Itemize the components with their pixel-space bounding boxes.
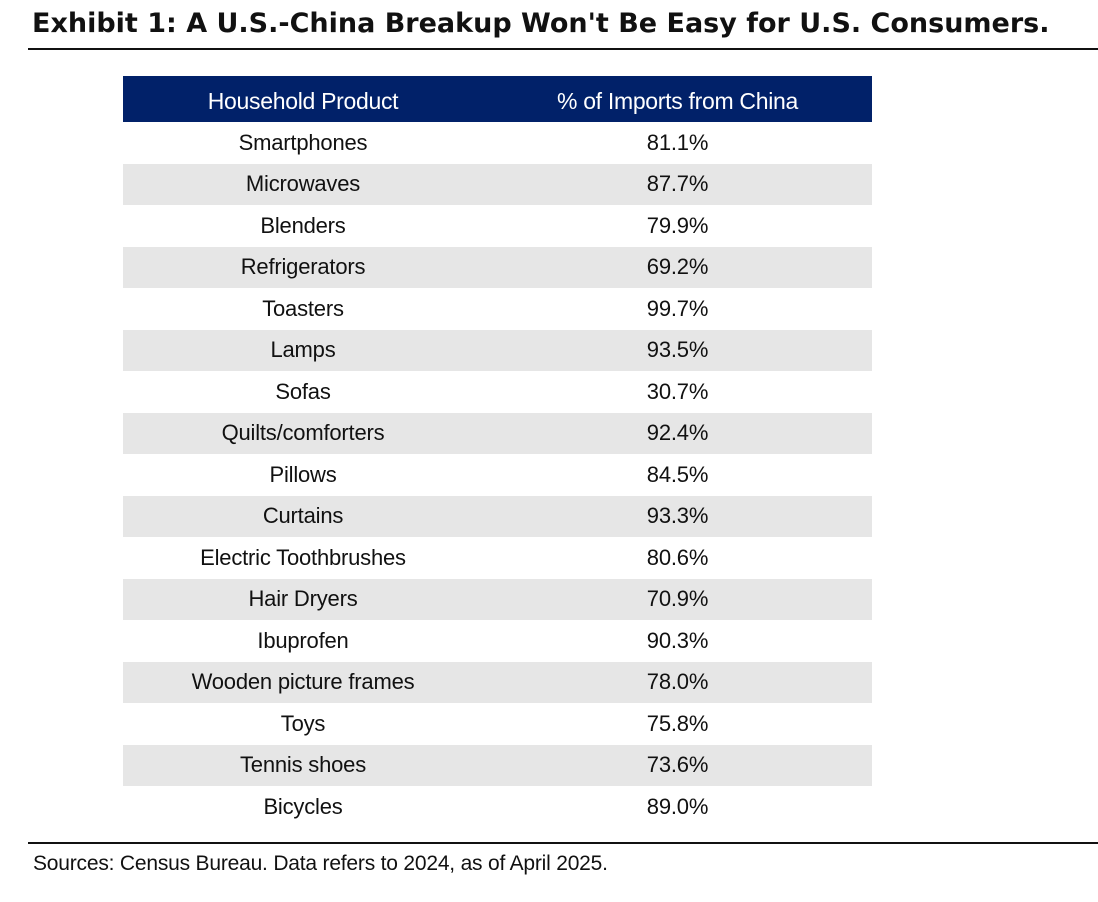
pct-cell: 81.1% — [646, 129, 709, 155]
table-row: Refrigerators 69.2% — [123, 246, 872, 288]
pct-cell: 79.9% — [646, 212, 709, 238]
pct-cell: 80.6% — [646, 544, 709, 570]
table-row: Sofas 30.7% — [123, 371, 872, 413]
table-row: Tennis shoes 73.6% — [123, 744, 872, 786]
table-body: Smartphones 81.1% Microwaves 87.7% Blenders 7… — [123, 122, 872, 828]
product-cell: Bicycles — [263, 793, 343, 819]
product-cell: Toasters — [262, 295, 344, 321]
table-row: Pillows 84.5% — [123, 454, 872, 496]
imports-table: Household Product % of Imports from Chin… — [123, 76, 872, 828]
product-cell: Microwaves — [123, 163, 483, 205]
header-pct-imports: % of Imports from China — [483, 76, 872, 122]
pct-cell: 93.5% — [483, 329, 872, 371]
pct-cell: 78.0% — [483, 661, 872, 703]
product-cell: Sofas — [275, 378, 331, 404]
table-row: Bicycles 89.0% — [123, 786, 872, 828]
table-row: Quilts/comforters 92.4% — [123, 412, 872, 454]
pct-cell: 92.4% — [483, 412, 872, 454]
table-row: Hair Dryers 70.9% — [123, 578, 872, 620]
table-row: Ibuprofen 90.3% — [123, 620, 872, 662]
product-cell: Refrigerators — [123, 246, 483, 288]
pct-cell: 90.3% — [646, 627, 709, 653]
product-cell: Blenders — [260, 212, 346, 238]
product-cell: Toys — [280, 710, 326, 736]
sources-note: Sources: Census Bureau. Data refers to 2… — [33, 852, 608, 875]
product-cell: Wooden picture frames — [123, 661, 483, 703]
header-household-product: Household Product — [123, 76, 483, 122]
pct-cell: 93.3% — [483, 495, 872, 537]
pct-cell: 75.8% — [646, 710, 709, 736]
product-cell: Hair Dryers — [123, 578, 483, 620]
pct-cell: 87.7% — [483, 163, 872, 205]
pct-cell: 89.0% — [646, 793, 709, 819]
product-cell: Curtains — [123, 495, 483, 537]
table-row: Microwaves 87.7% — [123, 163, 872, 205]
product-cell: Pillows — [269, 461, 337, 487]
table-row: Curtains 93.3% — [123, 495, 872, 537]
pct-cell: 30.7% — [646, 378, 709, 404]
table-row: Toys 75.8% — [123, 703, 872, 745]
product-cell: Lamps — [123, 329, 483, 371]
table-header-row: Household Product % of Imports from Chin… — [123, 76, 872, 122]
pct-cell: 84.5% — [646, 461, 709, 487]
pct-cell: 70.9% — [483, 578, 872, 620]
pct-cell: 99.7% — [646, 295, 709, 321]
table-row: Blenders 79.9% — [123, 205, 872, 247]
top-rule — [28, 48, 1098, 50]
product-cell: Ibuprofen — [257, 627, 349, 653]
product-cell: Tennis shoes — [123, 744, 483, 786]
product-cell: Quilts/comforters — [123, 412, 483, 454]
table-row: Lamps 93.5% — [123, 329, 872, 371]
table-row: Smartphones 81.1% — [123, 122, 872, 164]
pct-cell: 73.6% — [483, 744, 872, 786]
pct-cell: 69.2% — [483, 246, 872, 288]
product-cell: Electric Toothbrushes — [200, 544, 406, 570]
table-row: Wooden picture frames 78.0% — [123, 661, 872, 703]
product-cell: Smartphones — [238, 129, 368, 155]
table-row: Electric Toothbrushes 80.6% — [123, 537, 872, 579]
bottom-rule — [28, 842, 1098, 844]
exhibit-title: Exhibit 1: A U.S.-China Breakup Won't Be… — [32, 8, 1050, 39]
table-row: Toasters 99.7% — [123, 288, 872, 330]
